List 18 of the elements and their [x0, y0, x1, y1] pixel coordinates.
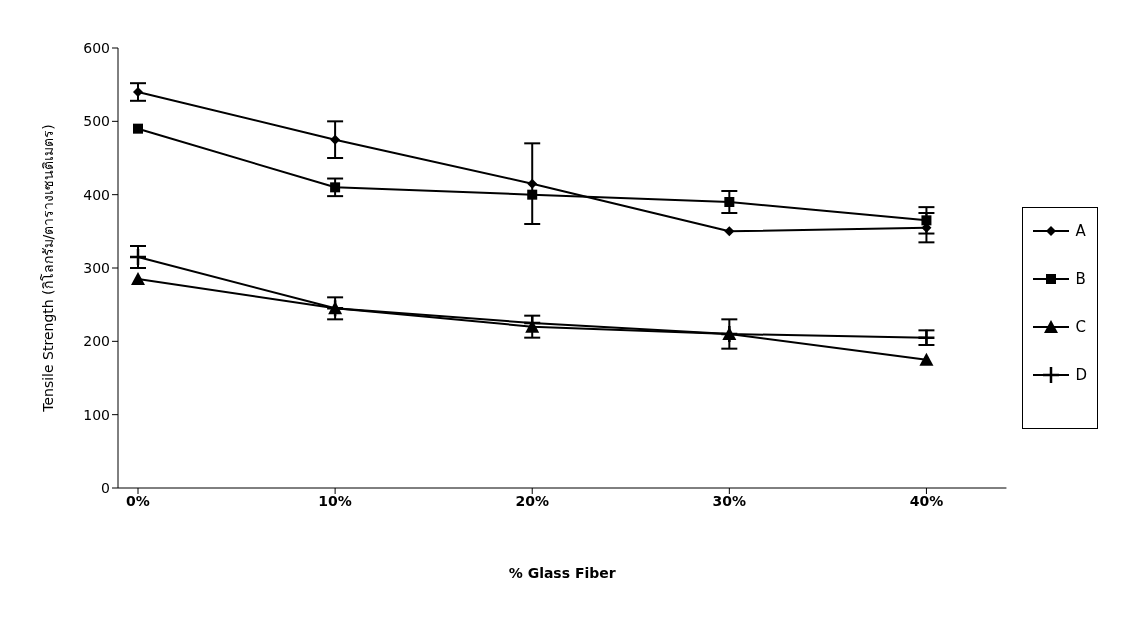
y-tick-label: 0: [101, 479, 110, 496]
x-axis-title: % Glass Fiber: [508, 565, 616, 581]
y-tick-label: 300: [83, 259, 110, 276]
y-axis-title: Tensile Strength (กิโลกรัม/ตารางเซนติเมตร): [39, 124, 56, 413]
y-tick-label: 100: [83, 406, 110, 423]
x-tick-label: 20%: [515, 492, 549, 509]
x-tick-label: 0%: [126, 492, 150, 509]
x-tick-label: 40%: [909, 492, 944, 509]
legend-label: B: [1075, 270, 1086, 288]
y-tick-label: 200: [83, 333, 110, 350]
legend-label: A: [1075, 222, 1086, 240]
x-tick-label: 30%: [712, 492, 747, 509]
y-tick-label: 500: [83, 113, 110, 130]
y-tick-label: 600: [83, 39, 110, 56]
y-tick-label: 400: [83, 186, 110, 203]
x-tick-label: 10%: [318, 492, 352, 509]
legend-label: C: [1075, 318, 1086, 336]
legend-label: D: [1075, 366, 1087, 384]
